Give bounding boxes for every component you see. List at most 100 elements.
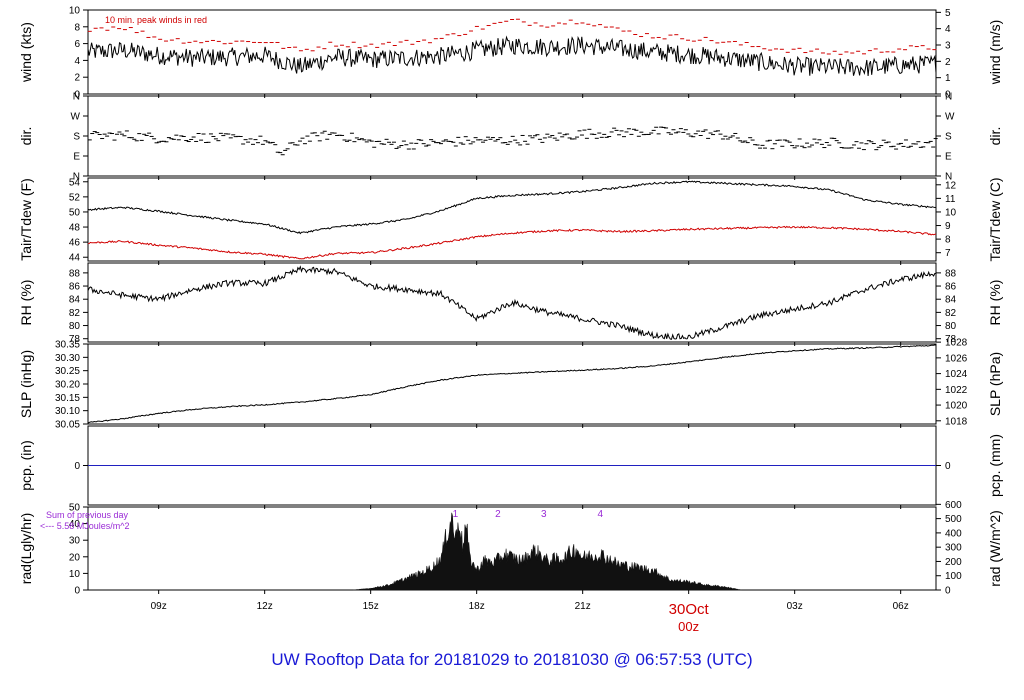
rh-right-tick-label: 86	[945, 282, 957, 293]
footer-title: UW Rooftop Data for 20181029 to 20181030…	[271, 650, 753, 669]
panel-rh: 78 80 82 84 86 88 78 80 82 84 86 88 RH (%) RH (%)	[18, 262, 1003, 346]
wind-frame	[87, 9, 937, 95]
wind-left-tick-label: 6	[74, 39, 80, 50]
rad-right-tick-label: 200	[945, 557, 962, 568]
wind-left-tick-label: 4	[74, 56, 80, 67]
dir-right-tick-label: S	[945, 132, 952, 143]
rh-ylabel-right: RH (%)	[987, 280, 1003, 326]
wind-left-tick-label: 0	[74, 90, 80, 101]
dir-left-tick-label: E	[73, 152, 80, 163]
x-tick-label: 06z	[893, 601, 909, 612]
rad-ylabel-left: rad(Lgly/hr)	[18, 513, 34, 585]
rad-left-tick-label: 50	[69, 503, 81, 514]
temp-left-tick-label: 54	[69, 177, 81, 188]
temp-ylabel-left: Tair/Tdew (F)	[18, 178, 34, 260]
dir-right-tick-label: N	[945, 172, 952, 183]
rad-marker-3: 3	[541, 509, 547, 520]
wind-right-tick-label: 1	[945, 73, 951, 84]
temp-right-tick-label: 7	[945, 248, 951, 259]
panel-slp: 30.05 30.10 30.15 30.20 30.25 30.30 30.35 1018 1…	[18, 338, 1003, 431]
slp-right-tick-label: 1026	[945, 353, 968, 364]
rad-ylabel-right: rad (W/m^2)	[987, 510, 1003, 587]
rh-series-0-line	[87, 265, 937, 340]
rh-right-tick-label: 80	[945, 321, 957, 332]
slp-right-tick-label: 1022	[945, 385, 968, 396]
rh-left-tick-label: 84	[69, 295, 81, 306]
wind-left-tick-label: 8	[74, 22, 80, 33]
slp-right-tick-label: 1028	[945, 338, 968, 349]
temp-left-tick-label: 52	[69, 192, 81, 203]
rh-right-tick-label: 88	[945, 268, 957, 279]
dir-left-tick-label: N	[73, 172, 80, 183]
rad-right-tick-label: 600	[945, 500, 962, 511]
x-tick-label: 21z	[575, 601, 591, 612]
rh-left-tick-label: 80	[69, 321, 81, 332]
rad-left-tick-label: 20	[69, 552, 81, 563]
slp-right-tick-label: 1018	[945, 416, 968, 427]
slp-left-tick-label: 30.10	[55, 406, 80, 417]
x-tick-label: 15z	[363, 601, 379, 612]
rad-marker-4: 4	[598, 509, 604, 520]
pcp-ylabel-right: pcp. (mm)	[987, 434, 1003, 497]
dir-right-tick-label: E	[945, 152, 952, 163]
rad-marker-1: 1	[453, 509, 459, 520]
rad-left-tick-label: 0	[74, 586, 80, 597]
wind-annotation: 10 min. peak winds in red	[105, 15, 207, 25]
wind-left-tick-label: 2	[74, 73, 80, 84]
rad-annotation-line1: Sum of previous day	[46, 510, 129, 520]
dir-ylabel-left: dir.	[18, 127, 34, 146]
dir-left-tick-label: W	[71, 112, 81, 123]
slp-right-tick-label: 1024	[945, 369, 968, 380]
temp-right-tick-label: 12	[945, 180, 957, 191]
wind-right-tick-label: 4	[945, 24, 951, 35]
slp-frame	[87, 343, 937, 425]
temp-ylabel-right: Tair/Tdew (C)	[987, 177, 1003, 261]
rad-series-0-area	[352, 512, 742, 591]
panel-rad: 010203040500100200300400500600rad(Lgly/h…	[18, 500, 1003, 597]
dir-right-tick-label: N	[945, 92, 952, 103]
pcp-right-tick-label: 0	[945, 461, 951, 472]
x-tick-label: 18z	[469, 601, 485, 612]
rh-left-tick-label: 82	[69, 308, 81, 319]
dir-ylabel-right: dir.	[987, 127, 1003, 146]
rad-right-tick-label: 300	[945, 543, 962, 554]
pcp-ylabel-left: pcp. (in)	[18, 440, 34, 491]
slp-right-tick-label: 1020	[945, 401, 968, 412]
slp-left-tick-label: 30.30	[55, 353, 80, 364]
wind-left-tick-label: 10	[69, 6, 81, 17]
temp-right-tick-label: 11	[945, 194, 956, 205]
rad-marker-2: 2	[495, 509, 501, 520]
slp-ylabel-left: SLP (inHg)	[18, 350, 34, 418]
rad-left-tick-label: 10	[69, 569, 81, 580]
temp-frame	[87, 177, 937, 262]
x-tick-label: 09z	[151, 601, 167, 612]
dir-right-tick-label: W	[945, 112, 955, 123]
dir-left-tick-label: N	[73, 92, 80, 103]
rh-left-tick-label: 88	[69, 268, 81, 279]
rh-ylabel-left: RH (%)	[18, 280, 34, 326]
rh-left-tick-label: 78	[69, 334, 81, 345]
temp-left-tick-label: 44	[69, 253, 81, 264]
wind-right-tick-label: 2	[945, 57, 951, 68]
slp-left-tick-label: 30.05	[55, 420, 80, 431]
temp-series-1-line	[87, 225, 937, 260]
rad-right-tick-label: 400	[945, 528, 962, 539]
date-sublabel: 00z	[678, 619, 699, 634]
rad-left-tick-label: 30	[69, 536, 81, 547]
rh-frame	[87, 262, 937, 343]
rad-right-tick-label: 100	[945, 571, 962, 582]
slp-left-tick-label: 30.20	[55, 380, 80, 391]
date-label: 30Oct	[669, 601, 710, 618]
rh-left-tick-label: 86	[69, 282, 81, 293]
rad-left-tick-label: 40	[69, 519, 81, 530]
panel-pcp: 0 0 pcp. (in) pcp. (mm)	[18, 425, 1003, 509]
temp-left-tick-label: 50	[69, 207, 81, 218]
x-tick-label: 12z	[257, 601, 273, 612]
dir-left-tick-label: S	[73, 132, 80, 143]
wind-right-tick-label: 5	[945, 8, 951, 19]
pcp-left-tick-label: 0	[74, 461, 80, 472]
temp-right-tick-label: 10	[945, 207, 957, 218]
panel-temp: 44 46 48 50 52 54 7 8 9 10 11 12 Tair/Tdew (F) Tair/T…	[18, 177, 1003, 265]
